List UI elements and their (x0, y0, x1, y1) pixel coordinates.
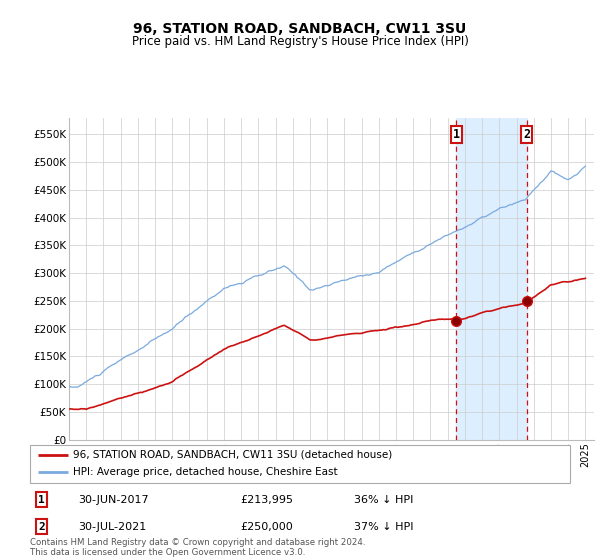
Text: 1: 1 (38, 495, 45, 505)
Text: 96, STATION ROAD, SANDBACH, CW11 3SU (detached house): 96, STATION ROAD, SANDBACH, CW11 3SU (de… (73, 450, 392, 460)
Text: 30-JUL-2021: 30-JUL-2021 (79, 521, 147, 531)
Text: 36% ↓ HPI: 36% ↓ HPI (354, 495, 413, 505)
FancyBboxPatch shape (30, 445, 570, 483)
Bar (456, 118, 527, 440)
Text: Contains HM Land Registry data © Crown copyright and database right 2024.
This d: Contains HM Land Registry data © Crown c… (30, 538, 365, 557)
Text: 1: 1 (453, 128, 460, 141)
Text: 96, STATION ROAD, SANDBACH, CW11 3SU: 96, STATION ROAD, SANDBACH, CW11 3SU (133, 22, 467, 36)
Text: 30-JUN-2017: 30-JUN-2017 (79, 495, 149, 505)
Text: Price paid vs. HM Land Registry's House Price Index (HPI): Price paid vs. HM Land Registry's House … (131, 35, 469, 48)
Text: £250,000: £250,000 (241, 521, 293, 531)
Text: 2: 2 (38, 521, 45, 531)
Text: 2: 2 (523, 128, 530, 141)
Text: £213,995: £213,995 (241, 495, 293, 505)
Text: HPI: Average price, detached house, Cheshire East: HPI: Average price, detached house, Ches… (73, 468, 338, 478)
Text: 37% ↓ HPI: 37% ↓ HPI (354, 521, 413, 531)
